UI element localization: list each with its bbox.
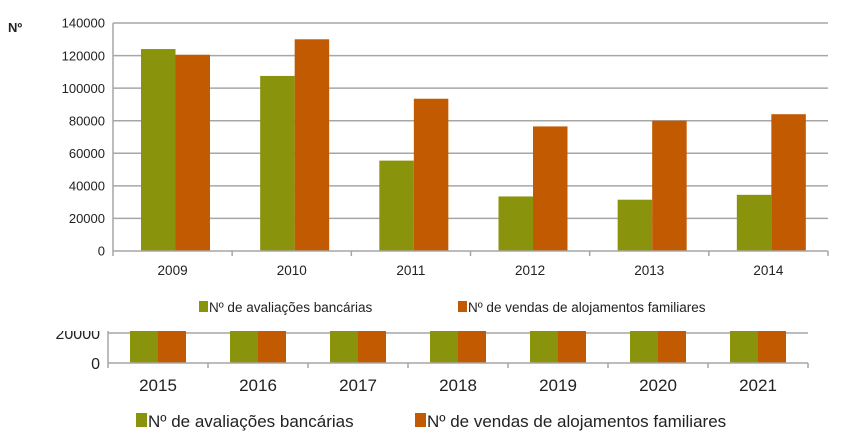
y-tick-label: 20000 xyxy=(69,211,105,226)
y-tick-label: 120000 xyxy=(62,48,105,63)
bar-vendas xyxy=(458,331,486,363)
y-tick-label: 0 xyxy=(91,356,100,373)
crop-mask xyxy=(0,318,843,331)
legend-swatch-orange xyxy=(458,301,467,312)
bar-avaliacoes xyxy=(330,331,358,363)
x-tick-label: 2011 xyxy=(396,263,425,278)
y-tick-label: 100000 xyxy=(62,81,105,96)
legend-bottom: Nº de avaliações bancárias Nº de vendas … xyxy=(136,412,726,431)
x-tick-label: 2017 xyxy=(339,376,377,395)
legend-swatch-green xyxy=(199,301,208,312)
bar-vendas xyxy=(533,126,568,251)
bar-vendas xyxy=(771,114,806,251)
bar-avaliacoes xyxy=(498,196,533,251)
bar-avaliacoes xyxy=(617,199,653,251)
bar-vendas xyxy=(658,331,686,363)
x-tick-label: 2013 xyxy=(634,263,664,278)
bar-vendas xyxy=(175,54,210,251)
bar-vendas xyxy=(558,331,586,363)
bar-avaliacoes xyxy=(141,49,176,251)
bar-vendas xyxy=(758,331,786,363)
legend-label: Nº de vendas de alojamentos familiares xyxy=(427,412,726,431)
legend-label: Nº de vendas de alojamentos familiares xyxy=(468,300,706,315)
bar-avaliacoes xyxy=(260,75,295,251)
x-tick-label: 2018 xyxy=(439,376,477,395)
bar-avaliacoes xyxy=(530,331,558,363)
legend-swatch-green xyxy=(136,413,147,427)
y-tick-label: 80000 xyxy=(69,113,105,128)
bar-vendas xyxy=(158,331,186,363)
bar-avaliacoes xyxy=(379,160,414,251)
legend-swatch-orange xyxy=(415,413,426,427)
legend-label: Nº de avaliações bancárias xyxy=(209,300,373,315)
x-tick-label: 2019 xyxy=(539,376,577,395)
x-tick-label: 2010 xyxy=(277,263,307,278)
bar-avaliacoes xyxy=(736,194,772,251)
bar-vendas xyxy=(358,331,386,363)
y-tick-label: 140000 xyxy=(62,16,105,31)
x-tick-label: 2021 xyxy=(739,376,777,395)
x-tick-label: 2020 xyxy=(639,376,677,395)
bar-avaliacoes xyxy=(730,331,758,363)
y-axis-label: Nº xyxy=(8,20,22,35)
x-tick-label: 2015 xyxy=(139,376,177,395)
x-tick-label: 2012 xyxy=(515,263,545,278)
y-tick-label: 60000 xyxy=(69,146,105,161)
y-tick-label: 40000 xyxy=(69,179,105,194)
bar-avaliacoes xyxy=(630,331,658,363)
bar-avaliacoes xyxy=(230,331,258,363)
bar-avaliacoes xyxy=(130,331,158,363)
bar-vendas xyxy=(294,39,330,252)
legend-label: Nº de avaliações bancárias xyxy=(148,412,354,431)
bar-vendas xyxy=(413,98,449,251)
bar-avaliacoes xyxy=(430,331,458,363)
y-tick-label: 0 xyxy=(98,244,105,259)
x-tick-label: 2016 xyxy=(239,376,277,395)
bar-vendas xyxy=(258,331,286,363)
x-tick-label: 2014 xyxy=(753,263,784,278)
x-tick-label: 2009 xyxy=(158,263,188,278)
bar-vendas xyxy=(652,120,687,251)
legend-top: Nº de avaliações bancárias Nº de vendas … xyxy=(199,300,706,315)
